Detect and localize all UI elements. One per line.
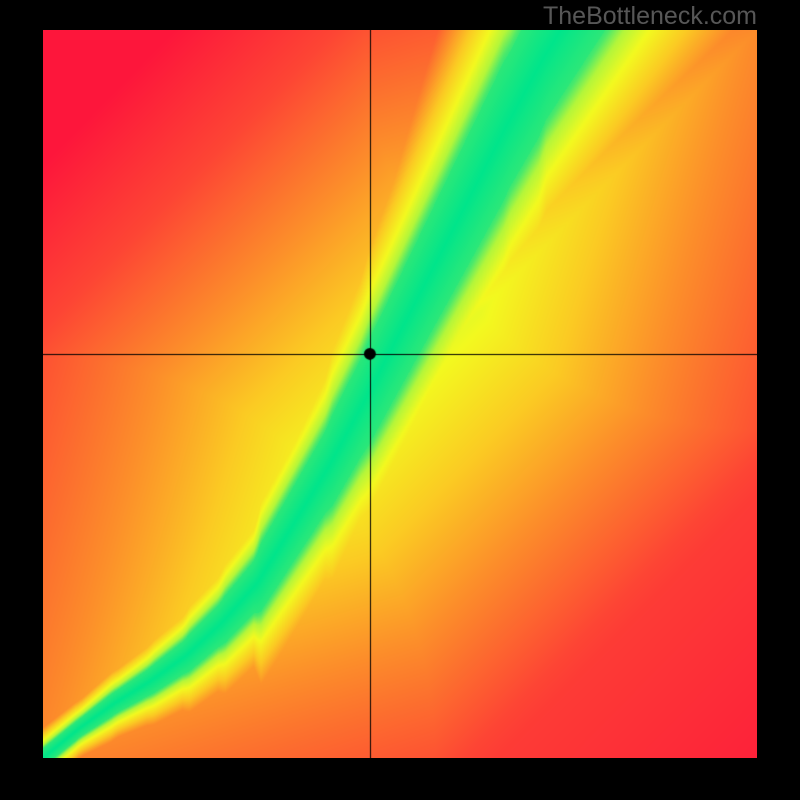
heatmap-canvas bbox=[43, 30, 757, 758]
watermark-text: TheBottleneck.com bbox=[543, 2, 757, 31]
chart-frame: TheBottleneck.com bbox=[0, 0, 800, 800]
